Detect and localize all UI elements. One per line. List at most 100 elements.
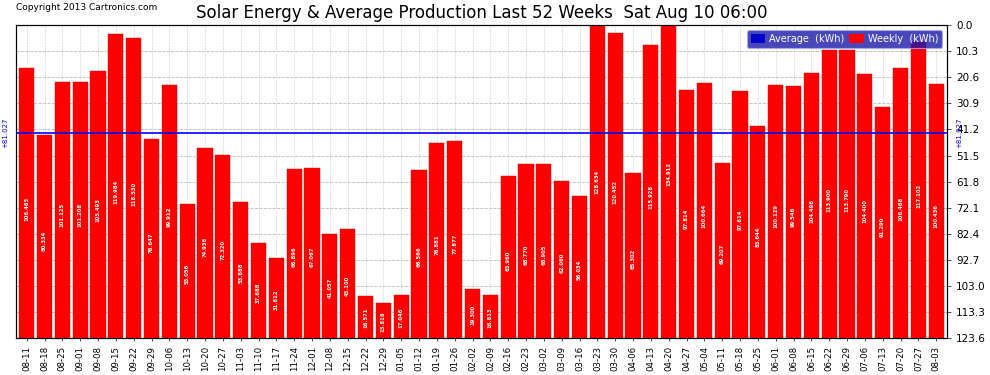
- Bar: [323, 234, 338, 338]
- Bar: [768, 84, 783, 338]
- Text: 13.818: 13.818: [381, 311, 386, 332]
- Text: 74.938: 74.938: [203, 237, 208, 257]
- Bar: [305, 168, 320, 338]
- Bar: [679, 90, 694, 338]
- Text: 97.614: 97.614: [738, 209, 742, 230]
- Bar: [250, 243, 266, 338]
- Text: 53.888: 53.888: [239, 262, 244, 283]
- Text: 99.546: 99.546: [791, 207, 796, 227]
- Text: 78.647: 78.647: [149, 232, 154, 253]
- Text: 97.814: 97.814: [684, 209, 689, 230]
- Bar: [126, 38, 142, 338]
- Text: 117.102: 117.102: [916, 184, 921, 208]
- Text: 62.060: 62.060: [559, 252, 564, 273]
- Bar: [233, 202, 248, 338]
- Bar: [661, 0, 676, 338]
- Bar: [733, 91, 747, 338]
- Text: 113.790: 113.790: [844, 188, 849, 212]
- Text: 100.436: 100.436: [934, 204, 939, 228]
- Text: 77.877: 77.877: [452, 233, 457, 254]
- Bar: [750, 126, 765, 338]
- Bar: [90, 71, 106, 338]
- Bar: [269, 258, 284, 338]
- Text: 91.290: 91.290: [880, 217, 885, 237]
- Bar: [572, 196, 587, 338]
- Bar: [19, 69, 35, 338]
- Bar: [804, 74, 819, 338]
- Text: 120.452: 120.452: [613, 180, 618, 204]
- Text: 106.468: 106.468: [898, 196, 903, 221]
- Bar: [179, 204, 195, 338]
- Text: 128.634: 128.634: [595, 170, 600, 194]
- Text: 68.905: 68.905: [542, 244, 546, 264]
- Bar: [554, 181, 569, 338]
- Text: 104.496: 104.496: [809, 199, 814, 223]
- Bar: [911, 42, 926, 338]
- Text: 66.896: 66.896: [292, 246, 297, 267]
- Text: 67.067: 67.067: [310, 246, 315, 267]
- Bar: [501, 176, 516, 338]
- Text: 41.057: 41.057: [328, 278, 333, 298]
- Text: 118.530: 118.530: [132, 182, 137, 206]
- Bar: [519, 164, 534, 338]
- Bar: [929, 84, 943, 338]
- Bar: [626, 173, 641, 338]
- Text: 105.493: 105.493: [95, 198, 101, 222]
- Text: 17.046: 17.046: [399, 307, 404, 327]
- Text: 16.813: 16.813: [488, 308, 493, 328]
- Bar: [786, 86, 801, 338]
- Text: 16.571: 16.571: [363, 308, 368, 328]
- Text: 65.302: 65.302: [631, 249, 636, 269]
- Bar: [590, 12, 605, 338]
- Text: 66.566: 66.566: [417, 247, 422, 267]
- Text: +81.027: +81.027: [956, 118, 962, 148]
- Text: 53.056: 53.056: [185, 264, 190, 284]
- Text: 101.125: 101.125: [59, 203, 65, 227]
- Text: 68.770: 68.770: [524, 244, 529, 265]
- Bar: [161, 85, 177, 338]
- Bar: [465, 289, 480, 338]
- Bar: [608, 33, 623, 338]
- Text: 134.912: 134.912: [666, 162, 671, 186]
- Bar: [37, 135, 52, 338]
- Text: 72.320: 72.320: [221, 240, 226, 260]
- Bar: [644, 45, 658, 338]
- Bar: [483, 296, 498, 338]
- Text: +81.027: +81.027: [2, 118, 8, 148]
- Bar: [215, 155, 231, 338]
- Text: 69.207: 69.207: [720, 244, 725, 264]
- Bar: [412, 170, 427, 338]
- Bar: [197, 148, 213, 338]
- Text: 83.644: 83.644: [755, 226, 760, 247]
- Text: 37.688: 37.688: [256, 282, 261, 303]
- Title: Solar Energy & Average Production Last 52 Weeks  Sat Aug 10 06:00: Solar Energy & Average Production Last 5…: [196, 4, 767, 22]
- Bar: [447, 141, 462, 338]
- Bar: [287, 169, 302, 338]
- Text: 43.100: 43.100: [346, 276, 350, 296]
- Legend: Average  (kWh), Weekly  (kWh): Average (kWh), Weekly (kWh): [746, 30, 942, 48]
- Text: 31.812: 31.812: [274, 289, 279, 310]
- Text: 113.900: 113.900: [827, 188, 832, 211]
- Text: 115.928: 115.928: [648, 185, 653, 209]
- Bar: [715, 163, 730, 338]
- Bar: [893, 69, 908, 338]
- Text: 104.400: 104.400: [862, 199, 867, 223]
- Text: 76.881: 76.881: [435, 234, 440, 255]
- Bar: [875, 107, 890, 338]
- Bar: [857, 74, 872, 338]
- Bar: [358, 296, 373, 338]
- Bar: [72, 82, 88, 338]
- Text: 56.034: 56.034: [577, 260, 582, 280]
- Text: 100.664: 100.664: [702, 204, 707, 228]
- Text: 119.984: 119.984: [114, 180, 119, 204]
- Text: 100.129: 100.129: [773, 204, 778, 228]
- Text: 101.208: 101.208: [77, 203, 83, 227]
- Bar: [697, 83, 712, 338]
- Bar: [144, 139, 159, 338]
- Text: 99.912: 99.912: [167, 207, 172, 227]
- Bar: [394, 295, 409, 338]
- Bar: [430, 143, 445, 338]
- Bar: [840, 50, 854, 338]
- Text: Copyright 2013 Cartronics.com: Copyright 2013 Cartronics.com: [16, 3, 157, 12]
- Bar: [54, 82, 70, 338]
